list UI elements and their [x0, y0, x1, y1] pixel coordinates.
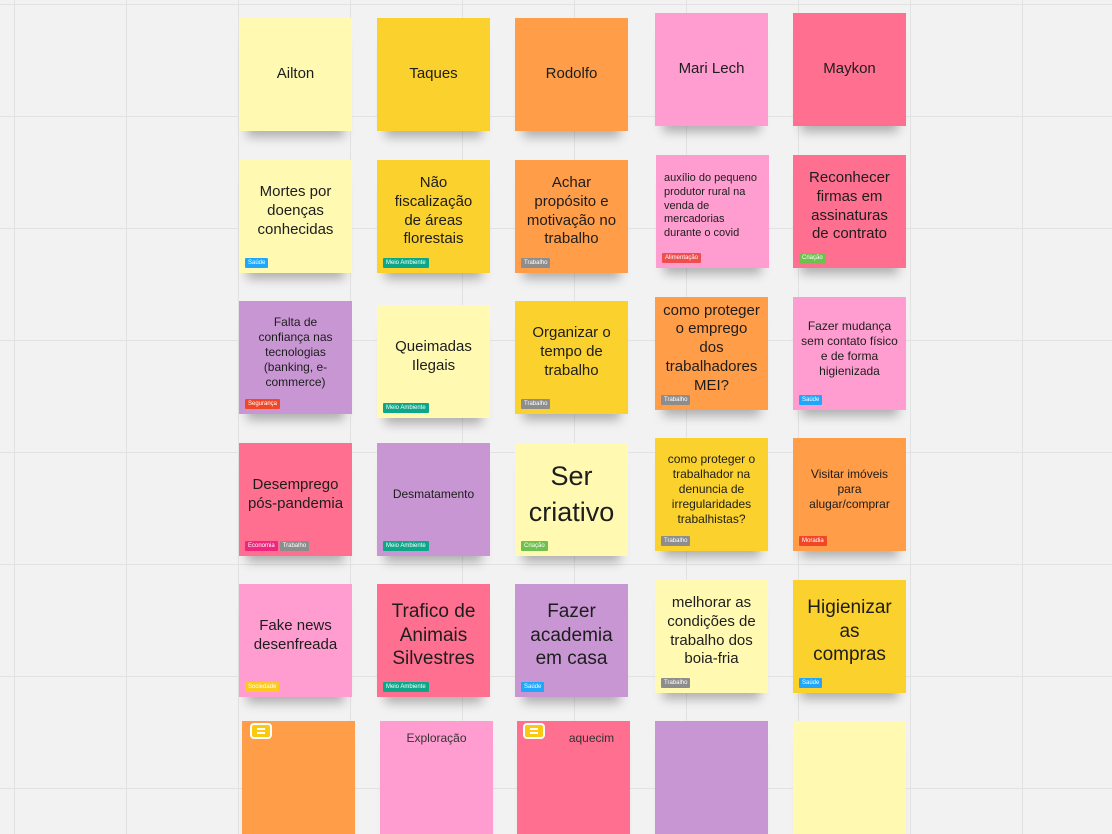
note-tags: Saúde [245, 258, 269, 268]
note-text: auxílio do pequeno produtor rural na ven… [664, 172, 757, 240]
tag-moradia: Moradia [799, 536, 827, 546]
sticky-note-criativo[interactable]: Ser criativo Criação [515, 443, 628, 556]
sticky-note-boia-fria[interactable]: melhorar as condições de trabalho dos bo… [655, 580, 768, 693]
tag-trabalho: Trabalho [661, 536, 691, 546]
sticky-note-mari-lech[interactable]: Mari Lech [655, 13, 768, 126]
note-tags: Segurança [245, 399, 281, 409]
tag-trabalho: Trabalho [661, 395, 691, 405]
tag-criacao: Criação [521, 541, 548, 551]
note-text: Exploração [406, 731, 467, 745]
tag-meio-ambiente: Meio Ambiente [383, 682, 429, 692]
note-tags: Trabalho [521, 399, 551, 409]
sticky-note-academia[interactable]: Fazer academia em casa Saúde [515, 584, 628, 697]
sticky-note-desmatamento[interactable]: Desmatamento Meio Ambiente [377, 443, 490, 556]
sticky-note-ailton[interactable]: Ailton [239, 18, 352, 131]
tag-saude: Saúde [521, 682, 545, 692]
note-tags: Meio Ambiente [383, 682, 429, 692]
note-text: Maykon [823, 60, 876, 78]
note-text: Trafico de Animais Silvestres [391, 600, 476, 670]
note-tags: Economia Trabalho [245, 541, 310, 551]
note-tags: Trabalho [661, 395, 691, 405]
tag-saude: Saúde [799, 678, 823, 688]
sticky-note-maykon[interactable]: Maykon [793, 13, 906, 126]
tag-alimentacao: Alimentação [662, 253, 702, 263]
note-text: Desemprego pós-pandemia [247, 475, 344, 512]
note-text: Fazer academia em casa [530, 600, 613, 670]
note-tags: Trabalho [521, 258, 551, 268]
note-tags: Sociedade [245, 682, 280, 692]
note-tags: Saúde [521, 682, 545, 692]
note-text: melhorar as condições de trabalho dos bo… [667, 594, 756, 668]
note-text: Falta de confiança nas tecnologias (bank… [258, 315, 333, 389]
sticky-note-queimadas[interactable]: Queimadas Ilegais Meio Ambiente [377, 305, 490, 418]
sticky-note-rodolfo[interactable]: Rodolfo [515, 18, 628, 131]
note-tags: Meio Ambiente [383, 541, 429, 551]
tag-saude: Saúde [799, 395, 823, 405]
sticky-note-firmas[interactable]: Reconhecer firmas em assinaturas de cont… [793, 155, 906, 268]
sticky-note-fake-news[interactable]: Fake news desenfreada Sociedade [239, 584, 352, 697]
tag-meio-ambiente: Meio Ambiente [383, 541, 429, 551]
sticky-note-auxilio[interactable]: auxílio do pequeno produtor rural na ven… [656, 155, 769, 268]
note-tags: Criação [799, 253, 826, 263]
tag-economia: Economia [245, 541, 278, 551]
note-tags: Meio Ambiente [383, 258, 429, 268]
note-tags: Saúde [799, 678, 823, 688]
sticky-note-desemprego[interactable]: Desemprego pós-pandemia Economia Trabalh… [239, 443, 352, 556]
note-text: Achar propósito e motivação no trabalho [526, 174, 617, 248]
sticky-note-mei[interactable]: como proteger o emprego dos trabalhadore… [655, 297, 768, 410]
sticky-note-fiscalizacao[interactable]: Não fiscalização de áreas florestais Mei… [377, 160, 490, 273]
tag-saude: Saúde [245, 258, 269, 268]
note-text: Não fiscalização de áreas florestais [394, 174, 473, 248]
tag-meio-ambiente: Meio Ambiente [383, 403, 429, 413]
tag-trabalho: Trabalho [661, 678, 691, 688]
note-text: Fazer mudança sem contato físico e de fo… [801, 318, 898, 378]
note-text: como proteger o emprego dos trabalhadore… [663, 301, 760, 394]
note-tags: Trabalho [661, 536, 691, 546]
note-text: Higienizar as compras [807, 596, 892, 666]
note-tags: Criação [521, 541, 548, 551]
tag-trabalho: Trabalho [521, 258, 551, 268]
tag-trabalho: Trabalho [521, 399, 551, 409]
note-text: aquecim [568, 731, 615, 745]
sticky-note-higienizar[interactable]: Higienizar as compras Saúde [793, 580, 906, 693]
note-text: Queimadas Ilegais [395, 337, 472, 374]
note-text: como proteger o trabalhador na denuncia … [667, 452, 756, 526]
sticky-note-mudanca[interactable]: Fazer mudança sem contato físico e de fo… [793, 297, 906, 410]
note-text: Mortes por doenças conhecidas [257, 183, 334, 238]
sticky-note-imoveis[interactable]: Visitar imóveis para alugar/comprar Mora… [793, 438, 906, 551]
sticky-note-trafico[interactable]: Trafico de Animais Silvestres Meio Ambie… [377, 584, 490, 697]
note-tags: Meio Ambiente [383, 403, 429, 413]
note-icon [250, 723, 272, 739]
note-tags: Saúde [799, 395, 823, 405]
note-text: Ser criativo [528, 461, 615, 527]
tag-sociedade: Sociedade [245, 682, 280, 692]
note-tags: Trabalho [661, 678, 691, 688]
sticky-note-confianca[interactable]: Falta de confiança nas tecnologias (bank… [239, 301, 352, 414]
note-tags: Alimentação [662, 253, 702, 263]
tag-trabalho: Trabalho [279, 541, 310, 551]
note-text: Organizar o tempo de trabalho [532, 324, 611, 379]
note-tags: Moradia [799, 536, 827, 546]
sticky-note-denuncia[interactable]: como proteger o trabalhador na denuncia … [655, 438, 768, 551]
sticky-note-proposito[interactable]: Achar propósito e motivação no trabalho … [515, 160, 628, 273]
note-text: Rodolfo [545, 65, 598, 83]
note-text: Visitar imóveis para alugar/comprar [809, 467, 890, 511]
tag-criacao: Criação [799, 253, 826, 263]
note-text: Ailton [276, 65, 315, 83]
note-text: Desmatamento [392, 487, 475, 501]
tag-meio-ambiente: Meio Ambiente [383, 258, 429, 268]
note-text: Taques [409, 65, 458, 83]
note-text: Fake news desenfreada [253, 616, 338, 653]
note-text: Mari Lech [678, 60, 745, 78]
sticky-note-mortes[interactable]: Mortes por doenças conhecidas Saúde [239, 160, 352, 273]
note-text: Reconhecer firmas em assinaturas de cont… [809, 169, 890, 243]
tag-seguranca: Segurança [245, 399, 281, 409]
sticky-note-taques[interactable]: Taques [377, 18, 490, 131]
sticky-note-organizar[interactable]: Organizar o tempo de trabalho Trabalho [515, 301, 628, 414]
